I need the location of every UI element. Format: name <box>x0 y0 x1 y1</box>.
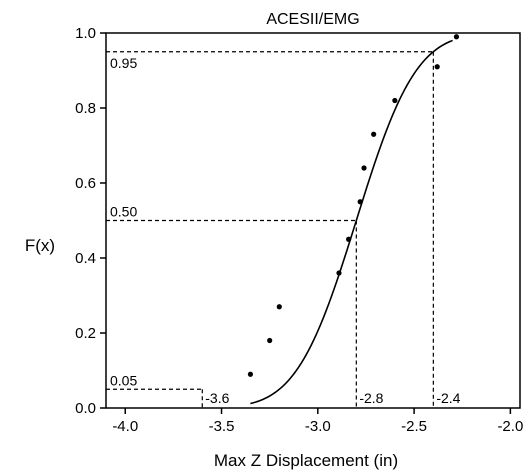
data-points <box>247 34 460 377</box>
y-axis: 0.0 0.2 0.4 0.6 0.8 1.0 <box>75 25 106 417</box>
x-tick-label: -2.0 <box>497 418 523 435</box>
quantile-p-label: 0.50 <box>110 204 137 220</box>
fitted-cdf-curve <box>250 39 453 405</box>
data-point <box>247 371 254 377</box>
y-tick-label: 0.8 <box>75 100 96 117</box>
y-tick-label: 0.4 <box>75 250 96 267</box>
x-axis-title: Max Z Displacement (in) <box>214 451 398 470</box>
quantile-x-label: -3.6 <box>205 390 229 406</box>
quantile-x-label: -2.8 <box>359 390 383 406</box>
quantile-x-label: -2.4 <box>436 390 460 406</box>
x-axis: -4.0 -3.5 -3.0 -2.5 -2.0 <box>112 408 523 435</box>
x-tick-label: -3.0 <box>305 418 331 435</box>
data-point <box>336 270 342 276</box>
data-point <box>267 337 273 344</box>
y-axis-title: F(x) <box>25 236 55 255</box>
y-tick-label: 0.2 <box>75 325 96 342</box>
data-point <box>434 64 440 70</box>
chart-title: ACESII/EMG <box>266 11 359 28</box>
y-tick-label: 0.6 <box>75 175 96 192</box>
x-tick-label: -3.5 <box>209 418 235 435</box>
data-point <box>371 131 377 137</box>
y-tick-label: 0.0 <box>75 400 96 417</box>
x-tick-label: -2.5 <box>401 418 427 435</box>
data-point <box>357 199 363 205</box>
data-point <box>392 97 398 104</box>
quantile-guides: 0.05 -3.6 0.50 -2.8 0.95 -2.4 <box>106 51 461 408</box>
data-point <box>361 165 367 171</box>
quantile-p-label: 0.05 <box>110 372 137 388</box>
x-tick-label: -4.0 <box>112 418 138 435</box>
y-tick-label: 1.0 <box>75 25 96 42</box>
data-point <box>453 34 460 40</box>
quantile-p-label: 0.95 <box>110 55 137 71</box>
fitted-curve-layer <box>250 39 453 405</box>
data-point <box>276 304 282 310</box>
data-point <box>346 236 352 242</box>
